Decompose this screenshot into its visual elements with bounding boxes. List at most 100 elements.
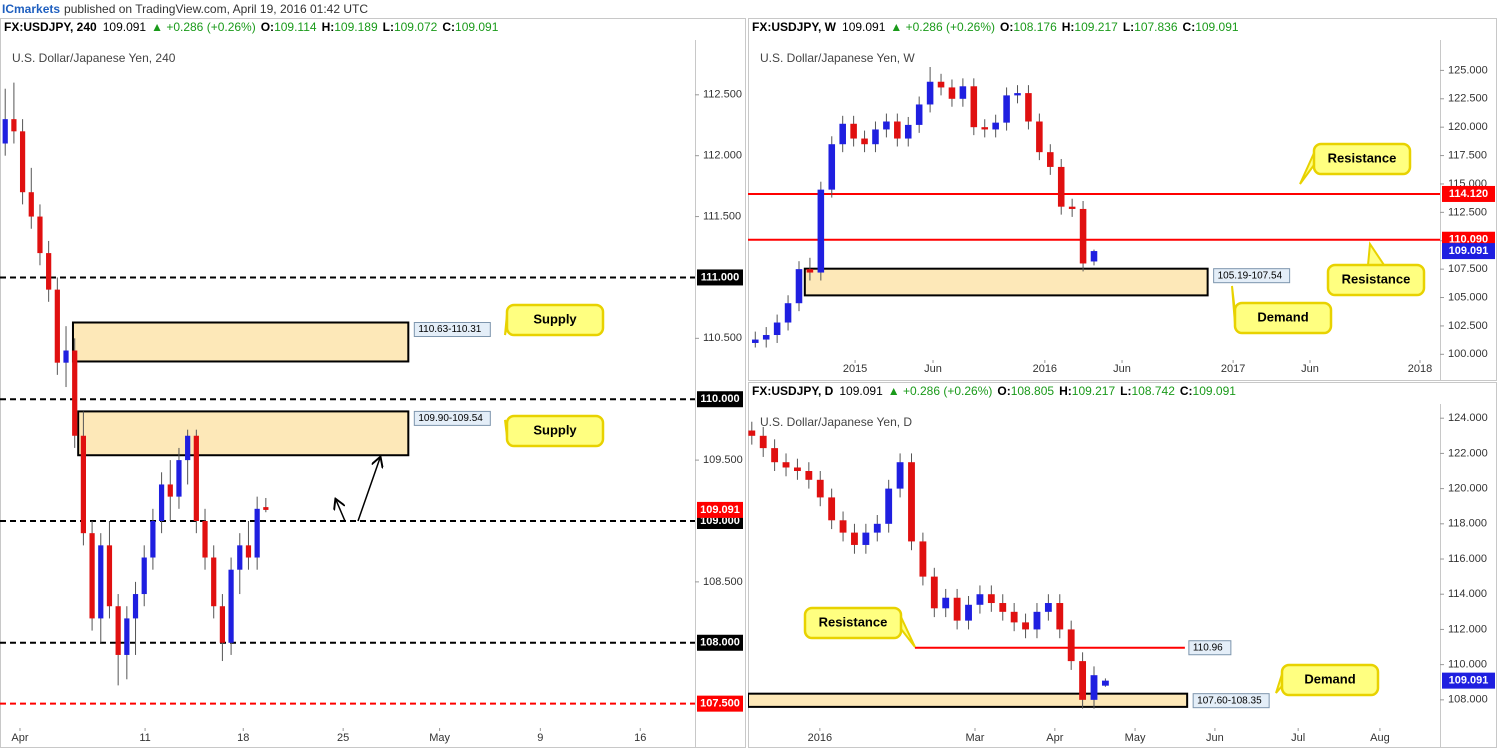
candle-body (839, 123, 846, 145)
price-badge-label: 109.091 (1449, 675, 1489, 687)
x-tick-label: Jun (924, 363, 942, 375)
candle-body (141, 557, 147, 595)
level-badge (697, 391, 743, 408)
y-tick-label: 125.000 (1448, 64, 1488, 76)
ohlc-label: C: (1180, 384, 1193, 398)
y-tick-label: 124.000 (1448, 412, 1488, 424)
last-price-text: 109.091 (842, 20, 886, 34)
candle-body (1101, 680, 1109, 686)
candle-body (919, 541, 927, 577)
callout-text: Supply (533, 422, 577, 437)
ohlc-label: C: (442, 20, 455, 34)
callout-text: Supply (533, 311, 577, 326)
y-tick-label: 118.000 (1448, 518, 1487, 530)
plot-area (748, 66, 1440, 348)
candle-body (872, 129, 879, 145)
price-badge-label: 109.091 (1449, 245, 1489, 257)
candle-body (1044, 603, 1052, 612)
ohlc-value: 109.091 (455, 20, 499, 34)
candle-body (861, 138, 868, 145)
level-label: 110.96 (1193, 642, 1223, 653)
candle-body (784, 303, 792, 323)
y-tick-label: 110.000 (1448, 659, 1487, 671)
ohlc-value: 107.836 (1134, 20, 1178, 34)
zone-label-box (1192, 693, 1270, 709)
candle-body (839, 520, 847, 533)
ohlc-value: 108.742 (1131, 384, 1175, 398)
candle-body (937, 81, 945, 88)
candle-body (992, 122, 999, 130)
callout-text: Resistance (1328, 150, 1397, 165)
candle-body (54, 289, 60, 363)
candle-body (89, 533, 95, 619)
x-tick-label: 2015 (843, 363, 867, 375)
candle-body (816, 479, 824, 498)
callout-box (505, 414, 605, 448)
zone (77, 410, 410, 457)
chart-title: U.S. Dollar/Japanese Yen, D (760, 415, 912, 429)
x-tick-label: 11 (139, 732, 150, 744)
candle-body (926, 81, 934, 105)
ohlc-label: H: (1062, 20, 1075, 34)
x-tick-label: May (429, 732, 450, 744)
candle-body (63, 350, 69, 363)
x-tick-label: 2016 (808, 732, 832, 744)
zone-label: 107.60-108.35 (1197, 695, 1262, 706)
level-badge (697, 695, 743, 712)
candle-body (762, 335, 770, 340)
symbol: FX:USDJPY, 240 (4, 20, 97, 34)
candle-body (942, 597, 950, 609)
ohlc-label: H: (1059, 384, 1072, 398)
y-tick-label: 112.000 (1448, 623, 1487, 635)
candle-body (904, 124, 912, 139)
callout-box (1326, 263, 1426, 297)
candle-body (805, 471, 813, 480)
level-label: 114.120 (1449, 188, 1488, 200)
x-tick-label: Jun (1113, 363, 1131, 375)
y-tick-label: 112.000 (703, 150, 742, 162)
candle-body (115, 606, 121, 655)
candle-body (981, 127, 989, 130)
zone-label-box (413, 410, 491, 426)
level-label: 110.090 (1449, 234, 1488, 246)
candle-body (1003, 95, 1010, 123)
change: ▲ +0.286 (+0.26%) (890, 20, 995, 34)
y-tick-label: 114.000 (1448, 588, 1487, 600)
last-price-text: 109.091 (839, 384, 883, 398)
level-badge (697, 269, 743, 286)
x-tick-label: 2018 (1408, 363, 1432, 375)
chart-header: FX:USDJPY, 240 109.091 ▲ +0.286 (+0.26%) O:… (4, 20, 499, 34)
zone-label: 105.19-107.54 (1218, 270, 1283, 281)
candle-body (1056, 603, 1064, 630)
ohlc-label: L: (1120, 384, 1131, 398)
candle-body (11, 119, 17, 132)
price-badge (1442, 672, 1495, 689)
candle-body (828, 497, 836, 521)
candle-body (237, 545, 243, 570)
x-tick-label: 2016 (1033, 363, 1057, 375)
x-tick-label: Aug (1370, 732, 1390, 744)
candle-body (828, 144, 836, 190)
chart-header: FX:USDJPY, W 109.091 ▲ +0.286 (+0.26%) O:10… (752, 20, 1239, 34)
chart-title: U.S. Dollar/Japanese Yen, W (760, 51, 915, 65)
plot-area (748, 421, 1189, 709)
ohlc-label: O: (997, 384, 1010, 398)
candle-body (1047, 152, 1054, 167)
candle-body (987, 594, 995, 604)
zone (803, 267, 1209, 297)
candle-body (1036, 121, 1043, 153)
y-tick-label: 110.500 (703, 332, 742, 344)
candle-body (1068, 206, 1076, 209)
x-tick-label: Mar (966, 732, 985, 744)
y-tick-label: 111.500 (703, 210, 741, 222)
zone-label: 110.63-110.31 (418, 324, 481, 335)
y-tick-label: 107.500 (1448, 263, 1488, 275)
candle-body (752, 339, 759, 343)
candle-body (1090, 675, 1098, 700)
candle-body (219, 606, 226, 643)
chart-title: U.S. Dollar/Japanese Yen, 240 (12, 51, 176, 65)
y-tick-label: 122.500 (1448, 93, 1488, 105)
y-tick-label: 108.500 (703, 576, 743, 588)
x-tick-label: 2017 (1221, 363, 1245, 375)
candle-body (228, 569, 234, 643)
